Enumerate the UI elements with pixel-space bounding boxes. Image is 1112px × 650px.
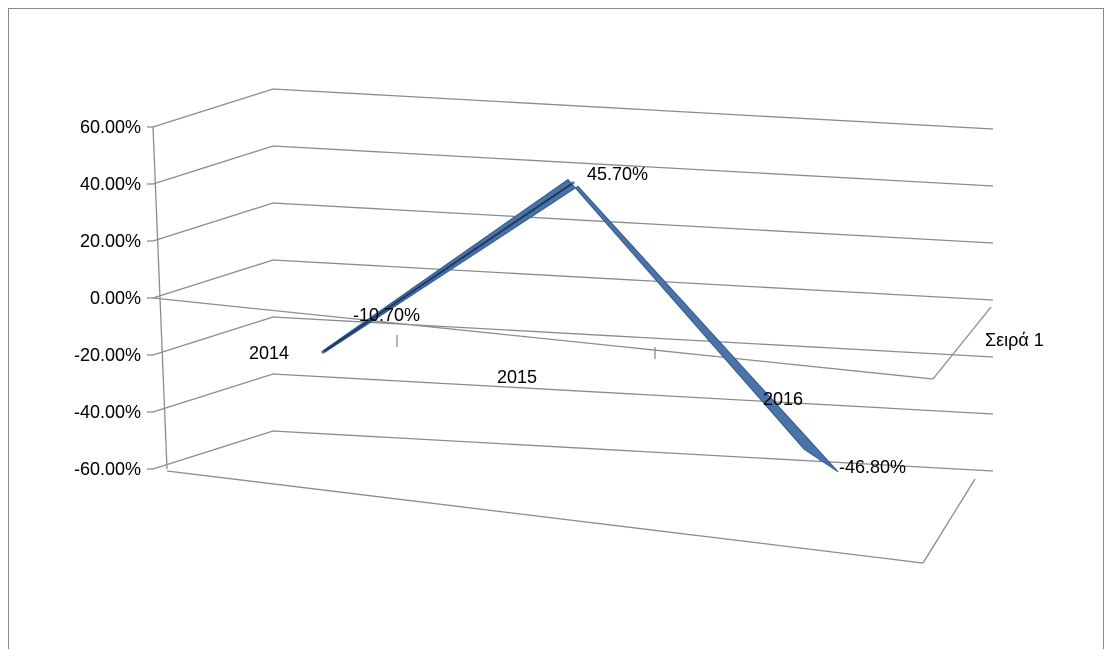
floor-edge	[166, 470, 976, 564]
series-layer	[321, 178, 839, 473]
text-layer: 60.00% 40.00% 20.00% 0.00% -20.00% -40.00% -60…	[74, 117, 1044, 479]
y-axis-line	[152, 126, 168, 470]
gridline	[152, 145, 994, 187]
y-tick-label: 60.00%	[80, 117, 141, 137]
gridline	[152, 259, 994, 301]
category-label: 2016	[763, 389, 803, 409]
chart-plot: 60.00% 40.00% 20.00% 0.00% -20.00% -40.00% -60…	[74, 88, 1044, 564]
depth-axis-line	[932, 306, 992, 380]
gridline	[152, 430, 994, 472]
series-ribbon	[321, 178, 839, 473]
category-label: 2014	[249, 343, 289, 363]
y-tick-label: -60.00%	[74, 459, 141, 479]
category-axis-line	[152, 297, 934, 380]
gridline	[152, 316, 994, 358]
category-label: 2015	[497, 367, 537, 387]
y-tick-label: 40.00%	[80, 174, 141, 194]
gridline	[152, 373, 994, 415]
grid-layer	[152, 88, 994, 472]
y-tick-label: -40.00%	[74, 402, 141, 422]
data-point	[321, 350, 325, 354]
y-tick-label: -20.00%	[74, 345, 141, 365]
gridline	[152, 202, 994, 244]
y-tick-label: 0.00%	[90, 288, 141, 308]
series-label: Σειρά 1	[985, 330, 1044, 350]
data-point	[819, 458, 823, 462]
series-line	[322, 182, 574, 353]
data-label: 45.70%	[587, 164, 648, 184]
gridline	[152, 88, 994, 130]
data-label: -46.80%	[839, 457, 906, 477]
data-label: -10.70%	[353, 305, 420, 325]
y-tick-label: 20.00%	[80, 231, 141, 251]
data-point	[571, 181, 575, 185]
axis-layer	[147, 126, 992, 564]
chart-frame: 60.00% 40.00% 20.00% 0.00% -20.00% -40.00% -60…	[8, 8, 1104, 649]
